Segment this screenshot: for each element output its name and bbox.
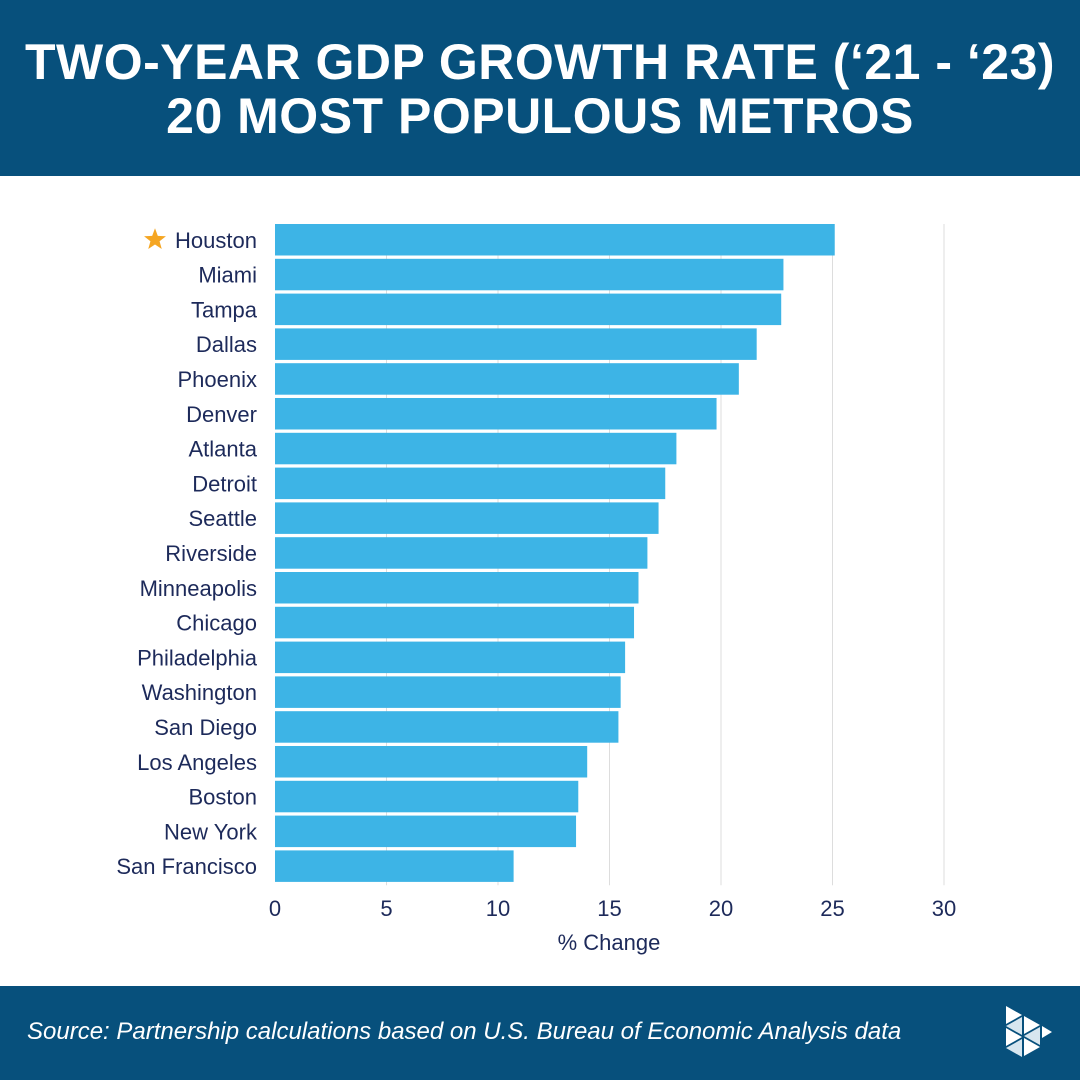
category-label: Los Angeles (137, 750, 257, 775)
bar-philadelphia (275, 641, 626, 674)
tick-label-layer: 0 5 10 15 20 25 30 (269, 896, 956, 921)
category-label: Tampa (191, 297, 258, 322)
bar-washington (275, 676, 621, 708)
category-label: Houston (175, 228, 257, 253)
category-label: Riverside (165, 541, 257, 566)
partnership-logo-icon (1006, 1006, 1052, 1057)
category-label: San Diego (154, 715, 257, 740)
x-tick-label: 5 (380, 896, 392, 921)
header-banner: TWO-YEAR GDP GROWTH RATE (‘21 - ‘23) 20 … (0, 0, 1080, 176)
bar-san-diego (275, 711, 619, 743)
bar-san-francisco (275, 850, 514, 882)
source-note: Source: Partnership calculations based o… (27, 1018, 902, 1045)
category-label: San Francisco (116, 854, 257, 879)
bar-riverside (275, 537, 648, 569)
category-label: Seattle (189, 506, 258, 531)
bar-chart: Houston Miami Tampa Dallas Phoenix Denver Atla… (116, 224, 956, 955)
x-tick-label: 10 (486, 896, 510, 921)
bar-new-york (275, 815, 577, 848)
category-label: Phoenix (177, 367, 257, 392)
category-label: Dallas (196, 332, 257, 357)
category-label: New York (164, 819, 258, 844)
bar-seattle (275, 502, 659, 534)
bar-miami (275, 258, 784, 291)
category-label: Minneapolis (140, 576, 257, 601)
bar-dallas (275, 328, 757, 360)
category-label: Detroit (192, 471, 257, 496)
bar-boston (275, 780, 579, 813)
bar-los-angeles (275, 746, 588, 778)
star-icon (144, 228, 166, 250)
x-tick-label: 20 (709, 896, 733, 921)
x-tick-label: 25 (820, 896, 844, 921)
footer-banner: Source: Partnership calculations based o… (0, 986, 1080, 1080)
bar-tampa (275, 293, 782, 326)
category-label: Washington (142, 680, 257, 705)
x-tick-label: 0 (269, 896, 281, 921)
category-label: Chicago (176, 611, 257, 636)
bar-denver (275, 398, 717, 430)
bar-atlanta (275, 432, 677, 465)
chart-title-line-2: 20 MOST POPULOUS METROS (166, 88, 914, 144)
bar-detroit (275, 467, 666, 500)
category-label: Philadelphia (137, 645, 258, 670)
bar-chicago (275, 606, 635, 639)
x-tick-label: 30 (932, 896, 956, 921)
category-label-layer: Houston Miami Tampa Dallas Phoenix Denver Atla… (116, 228, 258, 879)
bar-houston (275, 224, 835, 256)
bar-phoenix (275, 363, 739, 395)
bar-minneapolis (275, 572, 639, 604)
category-label: Miami (198, 263, 257, 288)
chart-title-line-1: TWO-YEAR GDP GROWTH RATE (‘21 - ‘23) (24, 34, 1056, 90)
category-label: Denver (186, 402, 257, 427)
x-axis-label: % Change (558, 930, 661, 955)
bar-layer (275, 224, 835, 882)
category-label: Atlanta (189, 437, 258, 462)
x-tick-label: 15 (597, 896, 621, 921)
category-label: Boston (189, 785, 258, 810)
